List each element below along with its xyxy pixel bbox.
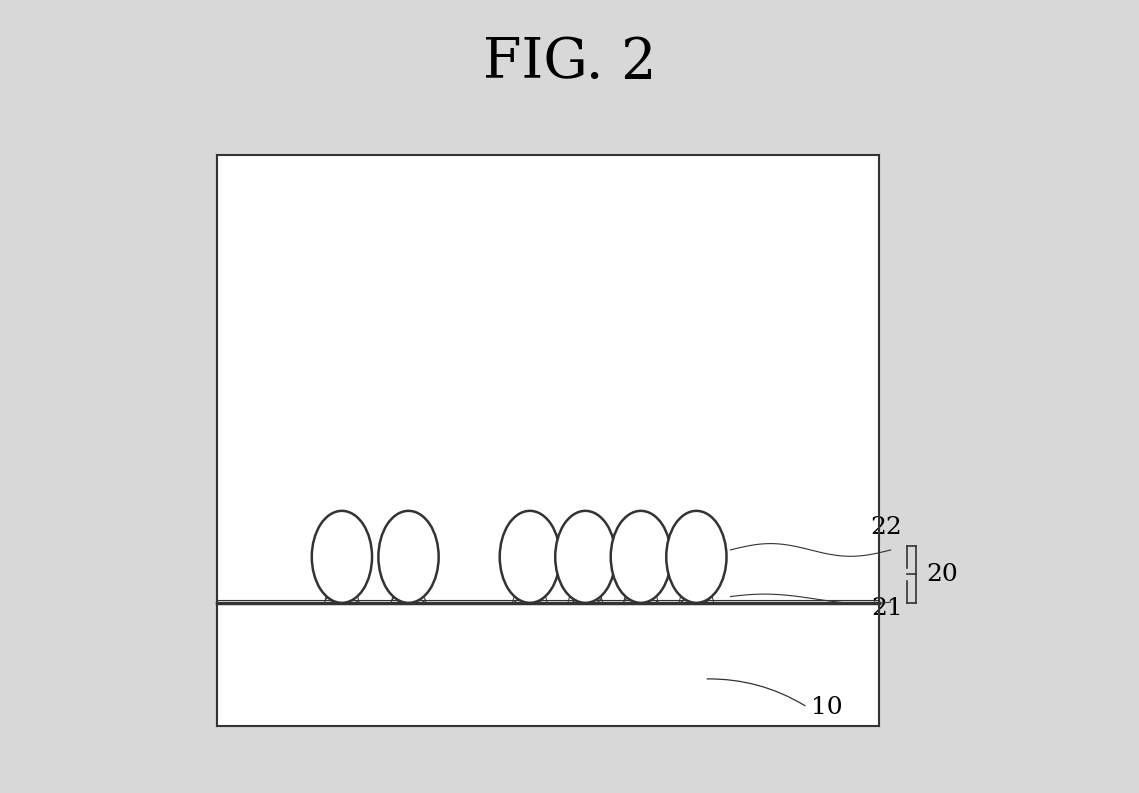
Ellipse shape <box>500 511 560 603</box>
Polygon shape <box>623 569 658 603</box>
Text: 20: 20 <box>926 563 958 586</box>
Polygon shape <box>513 569 548 603</box>
Ellipse shape <box>378 511 439 603</box>
Polygon shape <box>679 569 714 603</box>
Polygon shape <box>568 569 603 603</box>
Text: 21: 21 <box>871 597 902 620</box>
Bar <box>216 603 879 726</box>
Ellipse shape <box>611 511 671 603</box>
Bar <box>216 155 879 726</box>
Text: 10: 10 <box>811 695 843 718</box>
Polygon shape <box>391 569 426 603</box>
Text: FIG. 2: FIG. 2 <box>483 36 656 90</box>
Polygon shape <box>325 569 360 603</box>
Ellipse shape <box>312 511 372 603</box>
Ellipse shape <box>555 511 615 603</box>
Ellipse shape <box>666 511 727 603</box>
Text: 22: 22 <box>871 516 902 539</box>
